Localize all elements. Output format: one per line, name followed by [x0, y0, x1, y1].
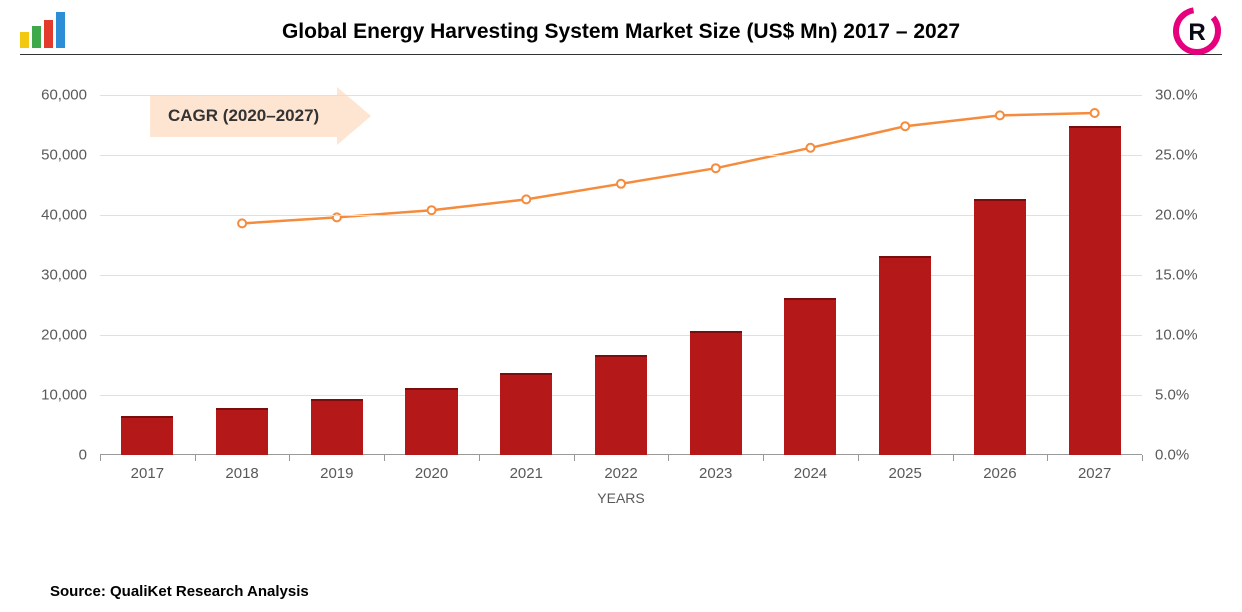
- y-axis-left: 010,00020,00030,00040,00050,00060,000: [30, 95, 95, 455]
- y-right-tick: 5.0%: [1147, 387, 1212, 404]
- y-right-tick: 20.0%: [1147, 207, 1212, 224]
- line-marker: [522, 195, 530, 203]
- y-left-tick: 10,000: [30, 387, 95, 404]
- mini-bar-chart-logo: [20, 10, 65, 48]
- x-tick-mark: [858, 455, 859, 461]
- x-tick-mark: [479, 455, 480, 461]
- y-axis-right: 0.0%5.0%10.0%15.0%20.0%25.0%30.0%: [1147, 95, 1212, 455]
- y-left-tick: 0: [30, 447, 95, 464]
- line-marker: [901, 122, 909, 130]
- trend-line: [242, 113, 1095, 223]
- x-tick-mark: [763, 455, 764, 461]
- header: Global Energy Harvesting System Market S…: [20, 0, 1222, 55]
- x-tick-mark: [574, 455, 575, 461]
- bar: [690, 331, 742, 455]
- x-tick-mark: [1142, 455, 1143, 461]
- gridline: [100, 155, 1142, 156]
- y-left-tick: 30,000: [30, 267, 95, 284]
- bar: [595, 355, 647, 455]
- line-marker: [238, 219, 246, 227]
- y-right-tick: 30.0%: [1147, 87, 1212, 104]
- x-axis-label: 2017: [131, 465, 164, 482]
- x-tick-mark: [100, 455, 101, 461]
- x-axis-label: 2026: [983, 465, 1016, 482]
- y-left-tick: 20,000: [30, 327, 95, 344]
- line-marker: [617, 180, 625, 188]
- line-marker: [996, 111, 1004, 119]
- x-tick-mark: [195, 455, 196, 461]
- mini-bar: [20, 32, 29, 48]
- y-left-tick: 50,000: [30, 147, 95, 164]
- bar: [216, 408, 268, 455]
- x-axis-label: 2027: [1078, 465, 1111, 482]
- x-axis-label: 2021: [510, 465, 543, 482]
- x-axis-title: YEARS: [597, 490, 644, 506]
- bar: [784, 298, 836, 455]
- line-marker: [806, 144, 814, 152]
- y-left-tick: 40,000: [30, 207, 95, 224]
- x-axis-label: 2018: [225, 465, 258, 482]
- line-marker: [1091, 109, 1099, 117]
- line-marker: [428, 206, 436, 214]
- x-axis-label: 2022: [604, 465, 637, 482]
- x-axis-label: 2020: [415, 465, 448, 482]
- x-axis-label: 2019: [320, 465, 353, 482]
- y-right-tick: 0.0%: [1147, 447, 1212, 464]
- x-axis-label: 2025: [888, 465, 921, 482]
- bar: [974, 199, 1026, 455]
- qualiket-logo-icon: R: [1172, 6, 1222, 56]
- mini-bar: [56, 12, 65, 48]
- mini-bar: [44, 20, 53, 48]
- x-tick-mark: [953, 455, 954, 461]
- source-attribution: Source: QualiKet Research Analysis: [50, 583, 309, 600]
- x-tick-mark: [384, 455, 385, 461]
- x-tick-mark: [1047, 455, 1048, 461]
- svg-text:R: R: [1188, 19, 1205, 46]
- chart-area: 0 10,000 20,000 30,000 40,000 50,000 60,000 0.…: [30, 75, 1212, 535]
- x-tick-mark: [668, 455, 669, 461]
- bar: [405, 388, 457, 455]
- y-right-tick: 25.0%: [1147, 147, 1212, 164]
- bar: [311, 399, 363, 455]
- x-axis-label: 2024: [794, 465, 827, 482]
- mini-bar: [32, 26, 41, 48]
- y-right-tick: 15.0%: [1147, 267, 1212, 284]
- y-left-tick: 60,000: [30, 87, 95, 104]
- plot-region: CAGR (2020–2027): [100, 95, 1142, 455]
- x-axis-label: 2023: [699, 465, 732, 482]
- y-right-tick: 10.0%: [1147, 327, 1212, 344]
- bar: [121, 416, 173, 455]
- x-tick-mark: [289, 455, 290, 461]
- line-marker: [712, 164, 720, 172]
- chart-title: Global Energy Harvesting System Market S…: [20, 20, 1222, 44]
- bar: [879, 256, 931, 455]
- bar: [500, 373, 552, 455]
- bar: [1069, 126, 1121, 455]
- gridline: [100, 95, 1142, 96]
